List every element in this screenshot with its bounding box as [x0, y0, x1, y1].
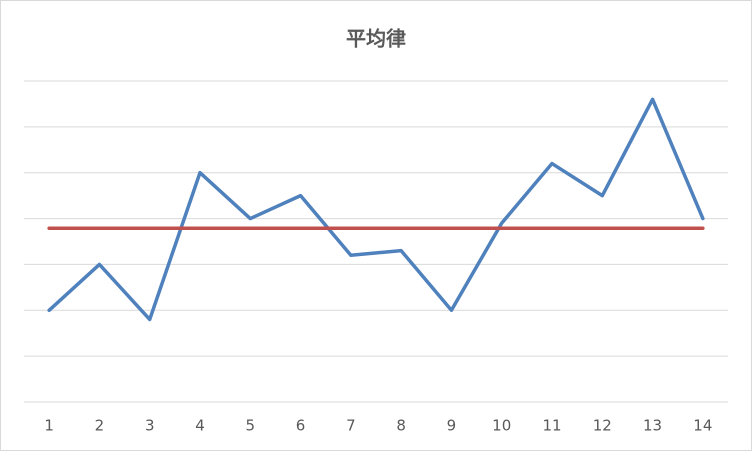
series-line [47, 97, 705, 322]
chart-title: 平均律 [346, 27, 406, 51]
x-tick-label: 6 [296, 417, 306, 435]
x-tick-label: 13 [643, 417, 662, 435]
x-tick-label: 11 [542, 417, 561, 435]
x-tick-label: 5 [246, 417, 256, 435]
x-tick-label: 7 [346, 417, 356, 435]
x-tick-label: 4 [195, 417, 205, 435]
x-tick-label: 9 [447, 417, 457, 435]
x-tick-label: 1 [44, 417, 54, 435]
x-tick-label: 12 [593, 417, 612, 435]
x-tick-label: 8 [396, 417, 406, 435]
x-tick-label: 2 [95, 417, 105, 435]
x-tick-label: 14 [693, 417, 712, 435]
x-tick-label: 3 [145, 417, 155, 435]
x-tick-label: 10 [492, 417, 511, 435]
